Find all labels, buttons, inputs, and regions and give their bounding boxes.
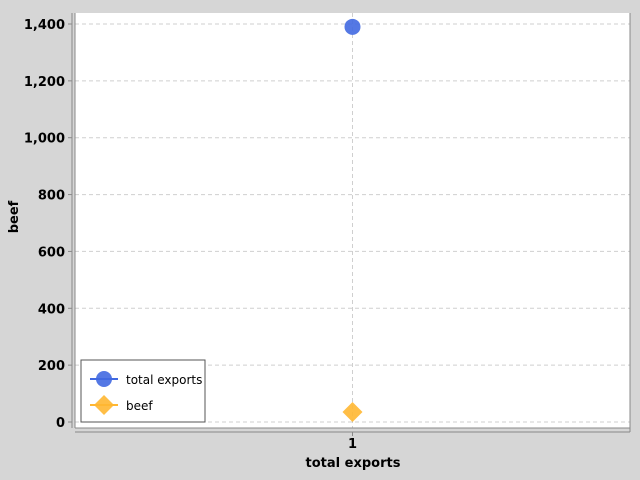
- legend-label-total-exports: total exports: [126, 373, 202, 387]
- x-axis-ticks: 1: [348, 432, 357, 452]
- y-tick-label: 600: [38, 245, 65, 260]
- legend-label-beef: beef: [126, 399, 153, 413]
- legend: total exports beef: [80, 359, 206, 423]
- y-tick-label: 400: [38, 302, 65, 317]
- y-tick-label: 800: [38, 189, 65, 204]
- y-tick-label: 1,200: [24, 75, 65, 90]
- y-axis-title: beef: [7, 200, 22, 233]
- y-tick-label: 1,000: [24, 132, 65, 147]
- legend-marker-total-exports: [96, 371, 112, 387]
- x-tick-label: 1: [348, 437, 357, 452]
- data-marks: [342, 18, 363, 423]
- y-tick-label: 0: [56, 416, 65, 431]
- x-axis-title: total exports: [306, 456, 401, 471]
- legend-marker-beef: [94, 395, 114, 415]
- y-tick-label: 1,400: [24, 18, 65, 33]
- point-beef: [342, 402, 363, 423]
- point-total-exports: [344, 18, 361, 35]
- y-tick-label: 200: [38, 359, 65, 374]
- y-axis-ticks: 0 200 400 600 800 1,000 1,200 1,400: [24, 18, 72, 431]
